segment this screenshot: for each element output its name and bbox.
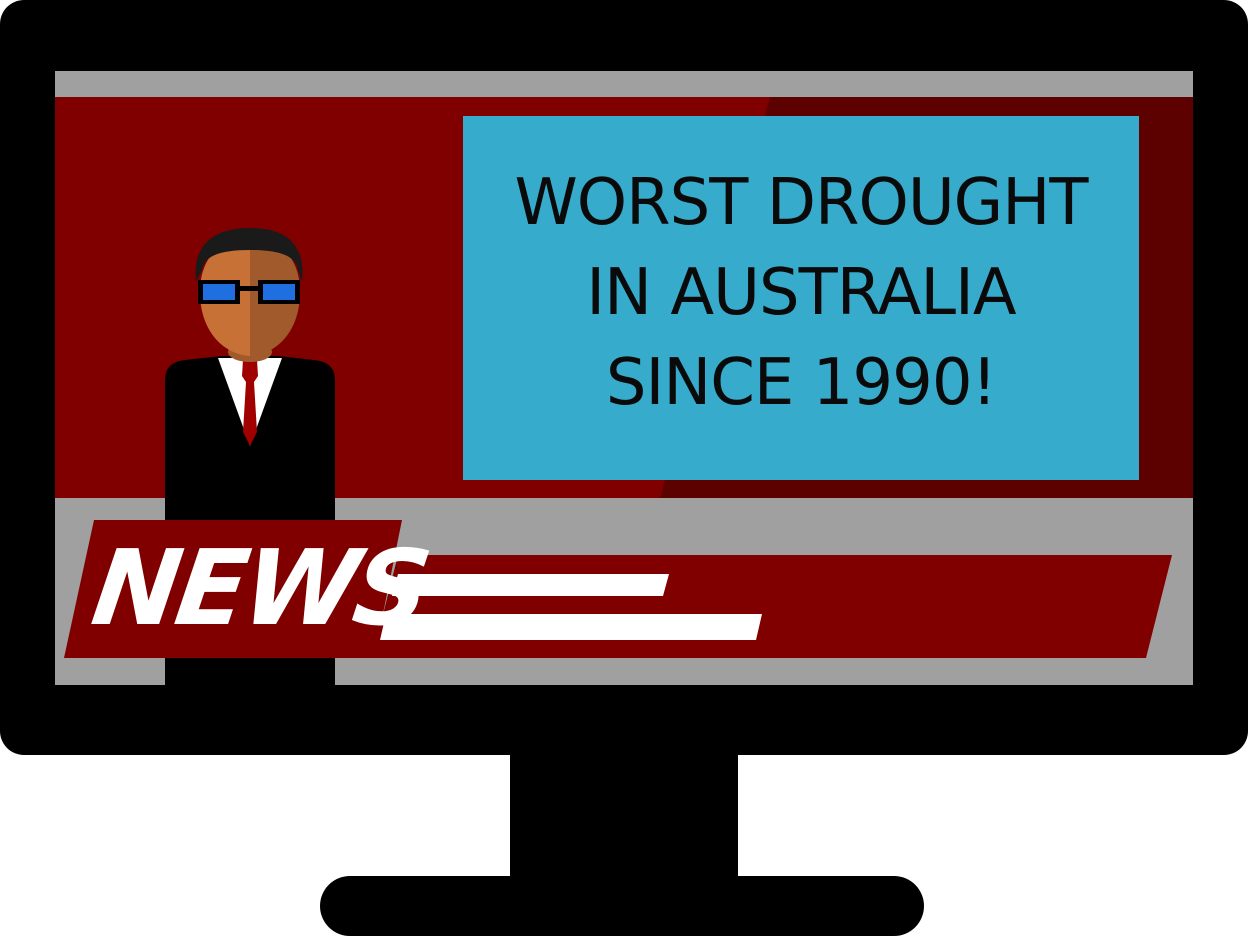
anchor-glasses-bridge [240, 286, 258, 291]
headline-line-2: IN AUSTRALIA [586, 256, 1016, 330]
anchor-hair [195, 228, 303, 282]
tv-stand-neck [510, 740, 738, 890]
anchor-tie [242, 360, 258, 446]
ticker-line-top [392, 574, 669, 596]
headline-panel: WORST DROUGHT IN AUSTRALIA SINCE 1990! [463, 116, 1139, 480]
ticker-line-bottom [380, 614, 762, 640]
news-label-plate [64, 520, 402, 658]
tv-stand-base [320, 876, 924, 936]
anchor-glasses-left-lens [203, 284, 235, 300]
news-label: NEWS [85, 527, 435, 649]
news-ticker-bar [372, 555, 1172, 658]
headline-line-3: SINCE 1990! [605, 346, 997, 420]
anchor-glasses-right-lens [263, 284, 295, 300]
headline-line-1: WORST DROUGHT [514, 166, 1089, 240]
